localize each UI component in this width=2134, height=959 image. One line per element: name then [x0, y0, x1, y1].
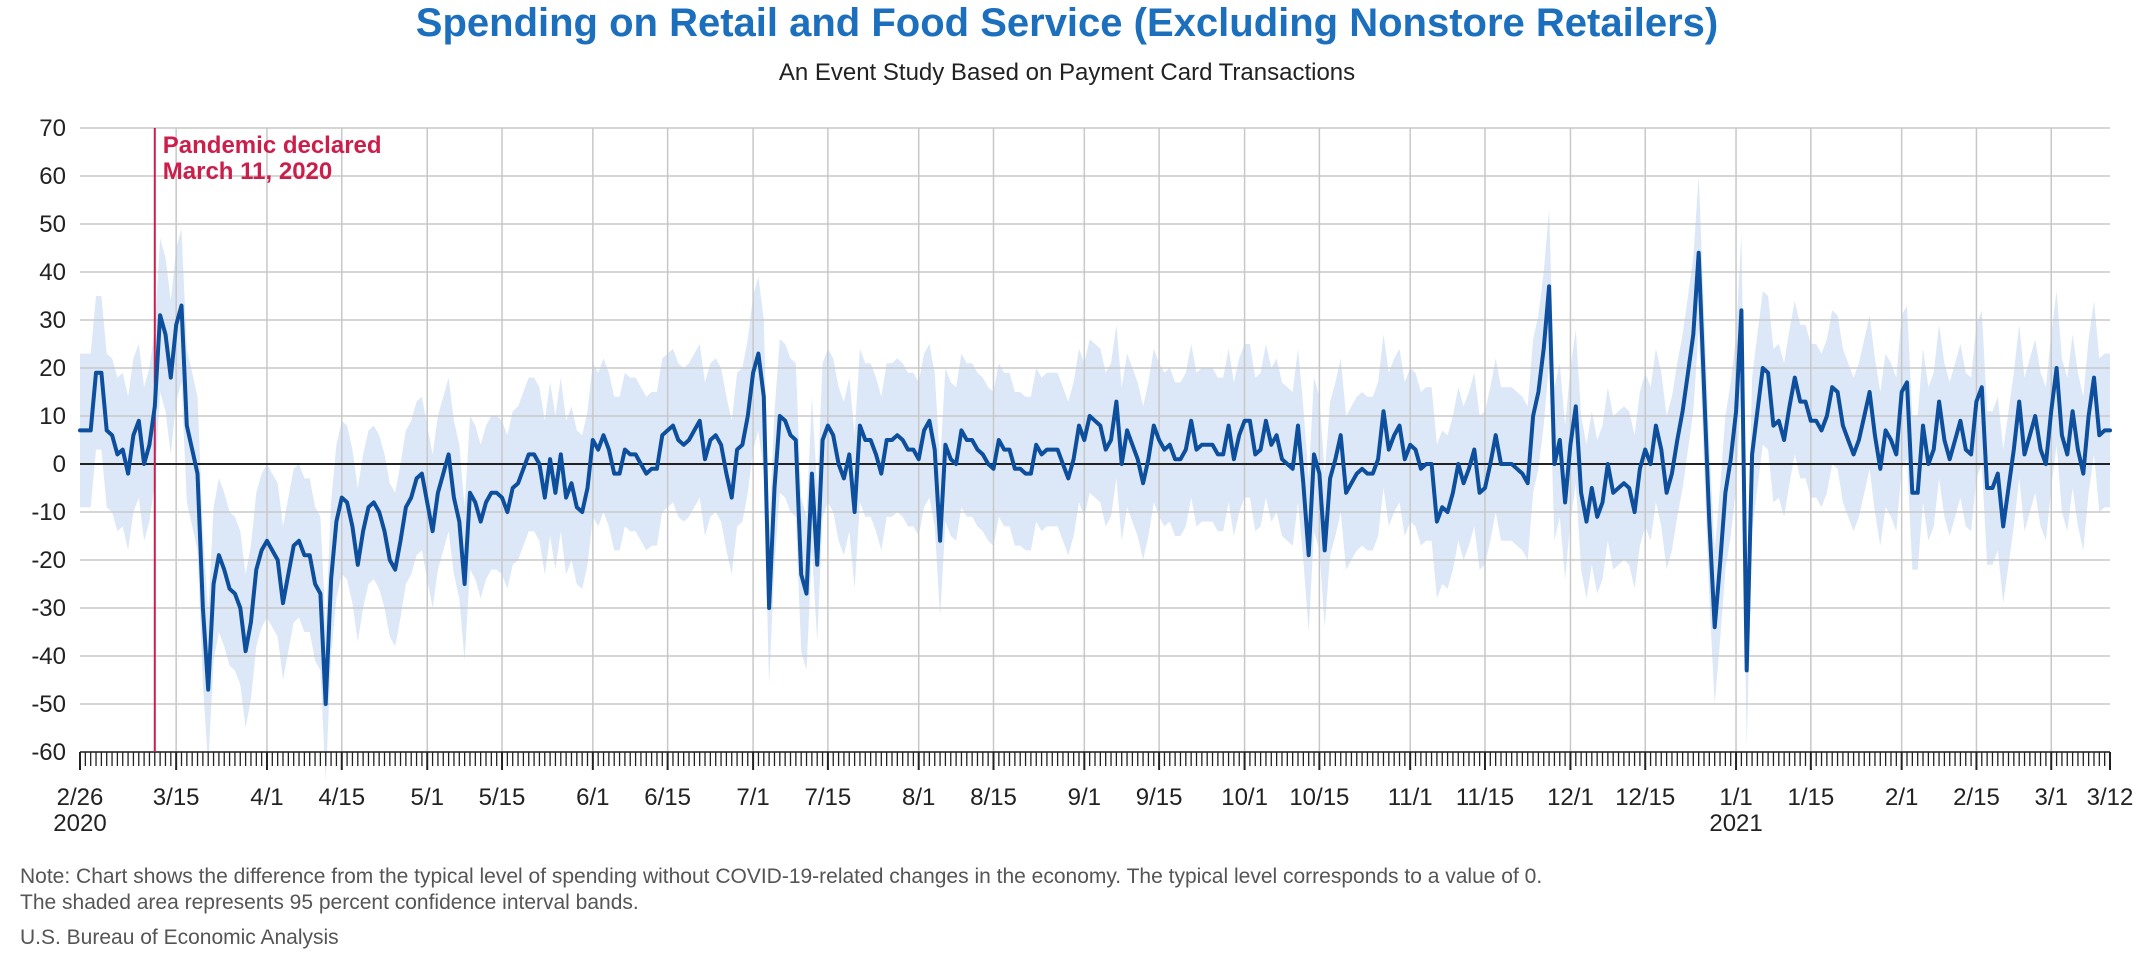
x-tick-label: 8/1 — [902, 784, 935, 811]
y-tick-label: 0 — [53, 451, 66, 478]
x-tick-label: 12/1 — [1547, 784, 1594, 811]
x-tick-label: 10/1 — [1221, 784, 1268, 811]
x-tick-label: 3/1 — [2035, 784, 2068, 811]
annotation-line-2: March 11, 2020 — [163, 158, 332, 185]
y-tick-label: -50 — [31, 691, 66, 718]
y-tick-label: -30 — [31, 595, 66, 622]
y-tick-label: 10 — [39, 403, 66, 430]
x-tick-label: 11/15 — [1456, 784, 1514, 811]
annotation-line-1: Pandemic declared — [163, 132, 382, 159]
series-line — [78, 250, 2112, 706]
x-tick-label: 11/1 — [1388, 784, 1433, 811]
y-tick-label: 20 — [39, 355, 66, 382]
x-tick-label: 3/12 — [2087, 784, 2134, 811]
chart-title: Spending on Retail and Food Service (Exc… — [415, 1, 1719, 45]
y-tick-label: -10 — [31, 499, 66, 526]
x-tick-label: 10/15 — [1289, 784, 1349, 811]
y-tick-label: 70 — [39, 115, 66, 142]
chart-subtitle: An Event Study Based on Payment Card Tra… — [778, 59, 1356, 86]
x-year-label: 2021 — [1709, 810, 1762, 837]
x-tick-label: 2/1 — [1885, 784, 1918, 811]
note-line-1: Note: Chart shows the difference from th… — [20, 865, 1543, 888]
y-tick-label: 60 — [39, 163, 66, 190]
confidence-band — [80, 176, 2110, 781]
chart-svg: 706050403020100-10-20-30-40-50-602/26202… — [31, 115, 2134, 837]
x-tick-label: 3/15 — [153, 784, 200, 811]
x-tick-label: 12/15 — [1615, 784, 1675, 811]
x-tick-label: 9/15 — [1136, 784, 1183, 811]
x-tick-label: 1/15 — [1787, 784, 1834, 811]
y-tick-label: -20 — [31, 547, 66, 574]
x-tick-label: 7/15 — [805, 784, 852, 811]
x-year-label: 2020 — [53, 810, 106, 837]
x-tick-label: 6/15 — [644, 784, 691, 811]
y-tick-label: 50 — [39, 211, 66, 238]
x-tick-label: 7/1 — [736, 784, 769, 811]
y-tick-label: 40 — [39, 259, 66, 286]
x-tick-label: 6/1 — [576, 784, 609, 811]
x-tick-label: 2/15 — [1953, 784, 2000, 811]
x-tick-label: 4/1 — [250, 784, 283, 811]
y-tick-label: -60 — [31, 739, 66, 766]
x-tick-label: 1/1 — [1719, 784, 1752, 811]
x-tick-label: 5/1 — [411, 784, 444, 811]
y-tick-label: 30 — [39, 307, 66, 334]
x-tick-label: 9/1 — [1068, 784, 1101, 811]
note-line-2: The shaded area represents 95 percent co… — [20, 891, 639, 914]
x-tick-label: 5/15 — [479, 784, 526, 811]
x-tick-label: 8/15 — [970, 784, 1017, 811]
y-tick-label: -40 — [31, 643, 66, 670]
source-label: U.S. Bureau of Economic Analysis — [20, 926, 339, 949]
x-tick-label: 4/15 — [318, 784, 365, 811]
chart-note: Note: Chart shows the difference from th… — [20, 864, 1542, 916]
x-tick-label: 2/26 — [57, 784, 104, 811]
